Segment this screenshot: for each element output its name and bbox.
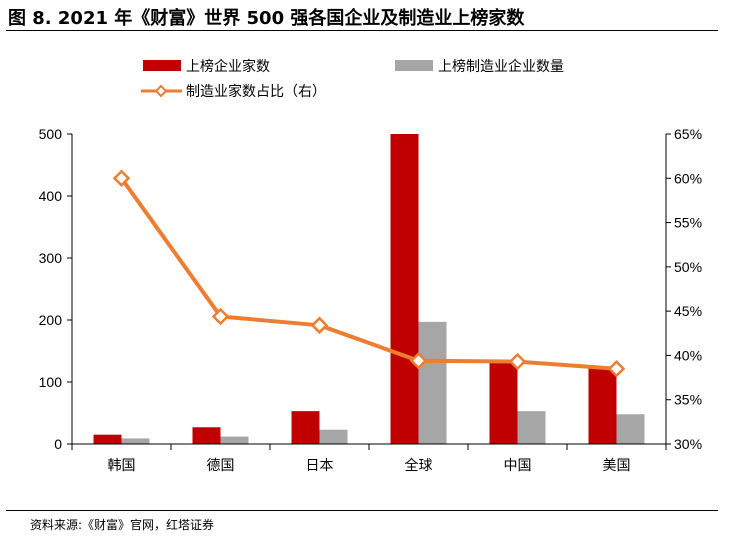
bars <box>93 134 645 444</box>
ratio-line-layer <box>112 169 626 378</box>
x-category-label: 全球 <box>405 457 433 474</box>
x-category-label: 韩国 <box>108 458 136 474</box>
x-category-label: 德国 <box>207 458 235 474</box>
ratio-point-marker <box>310 316 329 335</box>
y-left-tick-label: 400 <box>39 188 63 204</box>
y-right-tick-label: 30% <box>674 436 702 452</box>
ratio-point-marker <box>508 352 527 371</box>
x-category-label: 日本 <box>306 458 334 474</box>
y-left-tick-label: 200 <box>39 312 63 328</box>
y-right-tick-label: 55% <box>674 215 702 231</box>
y-right-tick-label: 40% <box>674 347 702 363</box>
bar-total-companies <box>588 368 617 444</box>
y-left-tick-label: 300 <box>39 250 63 266</box>
ratio-point-marker <box>211 307 230 326</box>
bar-manufacturing-companies <box>517 411 546 444</box>
axes: 0 100 200 300 400 500 30% 35% 40% 45% 50% 55% 60% 65%… <box>39 126 702 474</box>
bar-manufacturing-companies <box>220 436 249 444</box>
ratio-line <box>119 177 617 371</box>
y-right-tick-label: 35% <box>674 392 702 408</box>
legend-swatch-manufacturing <box>395 60 433 71</box>
legend-swatch-total <box>143 60 181 71</box>
bar-manufacturing-companies <box>319 429 348 444</box>
y-left-tick-label: 500 <box>39 126 63 142</box>
bar-total-companies <box>93 434 122 444</box>
figure-title: 图 8. 2021 年《财富》世界 500 强各国企业及制造业上榜家数 <box>8 8 525 29</box>
ratio-point-marker <box>607 359 626 378</box>
y-left-tick-label: 0 <box>54 436 62 452</box>
bar-total-companies <box>291 411 320 444</box>
bar-manufacturing-companies <box>616 414 645 444</box>
y-right-tick-label: 50% <box>674 259 702 275</box>
source-note: 资料来源:《财富》官网，红塔证券 <box>30 518 215 532</box>
y-left-tick-label: 100 <box>39 374 63 390</box>
ratio-point-marker <box>409 351 428 370</box>
y-right-tick-label: 45% <box>674 303 702 319</box>
source-rule <box>6 510 718 511</box>
legend-label-manufacturing: 上榜制造业企业数量 <box>438 58 564 75</box>
title-rule <box>6 30 718 31</box>
bar-manufacturing-companies <box>121 438 150 444</box>
legend-label-ratio: 制造业家数占比（右） <box>186 83 326 100</box>
y-right-tick-label: 60% <box>674 170 702 186</box>
bar-total-companies <box>390 134 419 444</box>
bar-manufacturing-companies <box>418 321 447 444</box>
y-right-tick-label: 65% <box>674 126 702 142</box>
bar-total-companies <box>192 427 221 444</box>
ratio-point-marker <box>112 169 131 188</box>
x-category-label: 中国 <box>504 458 532 474</box>
legend-marker-ratio <box>154 84 168 98</box>
bar-total-companies <box>489 360 518 444</box>
x-category-label: 美国 <box>603 458 631 474</box>
legend-label-total: 上榜企业家数 <box>186 58 270 75</box>
